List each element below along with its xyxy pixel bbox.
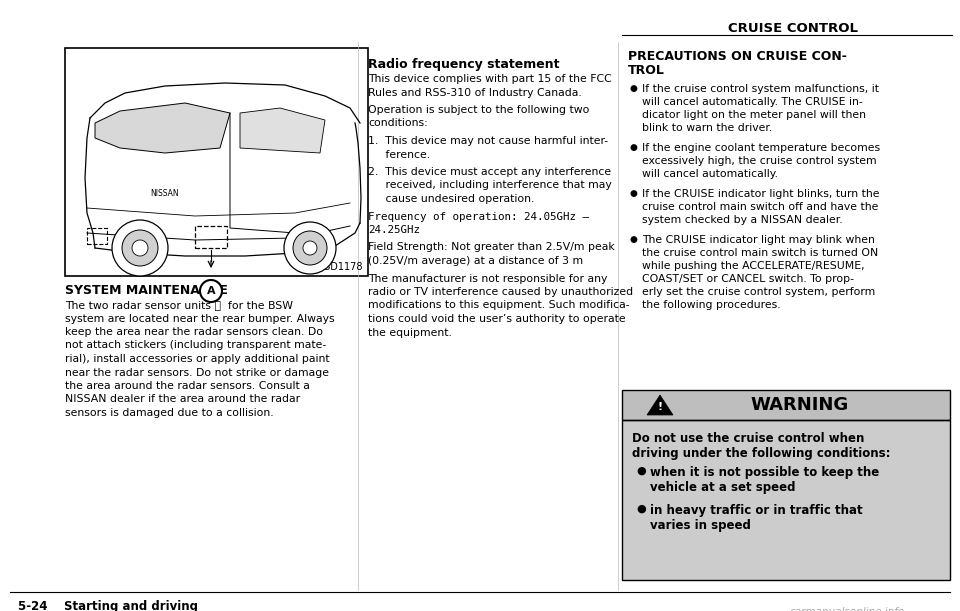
Text: the equipment.: the equipment. (368, 327, 452, 337)
Bar (87, 228, 107, 244)
Text: ●: ● (630, 84, 637, 93)
Text: NISSAN dealer if the area around the radar: NISSAN dealer if the area around the rad… (65, 395, 300, 404)
Text: (0.25V/m average) at a distance of 3 m: (0.25V/m average) at a distance of 3 m (368, 256, 583, 266)
Text: The manufacturer is not responsible for any: The manufacturer is not responsible for … (368, 274, 608, 284)
Text: !: ! (658, 402, 662, 412)
Text: The two radar sensor units Ⓐ  for the BSW: The two radar sensor units Ⓐ for the BSW (65, 300, 293, 310)
Text: while pushing the ACCELERATE/RESUME,: while pushing the ACCELERATE/RESUME, (642, 261, 865, 271)
Text: the cruise control main switch is turned ON: the cruise control main switch is turned… (642, 248, 878, 258)
Text: blink to warn the driver.: blink to warn the driver. (642, 123, 772, 133)
Text: conditions:: conditions: (368, 119, 428, 128)
Polygon shape (95, 103, 230, 153)
Text: NISSAN: NISSAN (151, 189, 180, 197)
Circle shape (293, 231, 327, 265)
Text: rial), install accessories or apply additional paint: rial), install accessories or apply addi… (65, 354, 329, 364)
Bar (195, 226, 227, 248)
Text: Rules and RSS-310 of Industry Canada.: Rules and RSS-310 of Industry Canada. (368, 87, 582, 98)
Text: near the radar sensors. Do not strike or damage: near the radar sensors. Do not strike or… (65, 367, 329, 378)
Text: 1.  This device may not cause harmful inter-: 1. This device may not cause harmful int… (368, 136, 608, 146)
Text: The CRUISE indicator light may blink when: The CRUISE indicator light may blink whe… (642, 235, 875, 245)
Text: WARNING: WARNING (751, 396, 850, 414)
Text: SYSTEM MAINTENANCE: SYSTEM MAINTENANCE (65, 284, 228, 297)
Text: 5-24    Starting and driving: 5-24 Starting and driving (18, 600, 198, 611)
Circle shape (112, 220, 168, 276)
Text: If the CRUISE indicator light blinks, turn the: If the CRUISE indicator light blinks, tu… (642, 189, 879, 199)
Text: driving under the following conditions:: driving under the following conditions: (632, 447, 891, 460)
Text: radio or TV interference caused by unauthorized: radio or TV interference caused by unaut… (368, 287, 634, 297)
Text: erly set the cruise control system, perform: erly set the cruise control system, perf… (642, 287, 876, 297)
Text: If the engine coolant temperature becomes: If the engine coolant temperature become… (642, 143, 880, 153)
Text: cruise control main switch off and have the: cruise control main switch off and have … (642, 202, 878, 212)
Text: will cancel automatically.: will cancel automatically. (642, 169, 778, 179)
Text: received, including interference that may: received, including interference that ma… (368, 180, 612, 191)
Text: not attach stickers (including transparent mate-: not attach stickers (including transpare… (65, 340, 326, 351)
Circle shape (303, 241, 317, 255)
Text: SSD1178: SSD1178 (319, 262, 363, 272)
Polygon shape (647, 395, 673, 415)
Text: vehicle at a set speed: vehicle at a set speed (650, 481, 796, 494)
Text: CRUISE CONTROL: CRUISE CONTROL (728, 22, 858, 35)
Text: This device complies with part 15 of the FCC: This device complies with part 15 of the… (368, 74, 612, 84)
Text: varies in speed: varies in speed (650, 519, 751, 532)
Text: PRECAUTIONS ON CRUISE CON-: PRECAUTIONS ON CRUISE CON- (628, 50, 847, 63)
Text: ference.: ference. (368, 150, 430, 159)
Text: Do not use the cruise control when: Do not use the cruise control when (632, 432, 864, 445)
Text: Field Strength: Not greater than 2.5V/m peak: Field Strength: Not greater than 2.5V/m … (368, 243, 614, 252)
Polygon shape (240, 108, 325, 153)
Text: tions could void the user’s authority to operate: tions could void the user’s authority to… (368, 314, 626, 324)
Text: in heavy traffic or in traffic that: in heavy traffic or in traffic that (650, 504, 863, 517)
Text: cause undesired operation.: cause undesired operation. (368, 194, 535, 204)
Text: ●: ● (630, 143, 637, 152)
Circle shape (122, 230, 158, 266)
Text: 24.25GHz: 24.25GHz (368, 225, 420, 235)
Circle shape (284, 222, 336, 274)
Text: ●: ● (630, 235, 637, 244)
Text: will cancel automatically. The CRUISE in-: will cancel automatically. The CRUISE in… (642, 97, 863, 107)
Text: If the cruise control system malfunctions, it: If the cruise control system malfunction… (642, 84, 879, 94)
Bar (65, 48, 368, 276)
Text: A: A (206, 286, 215, 296)
Bar (622, 420, 950, 580)
Text: ●: ● (636, 504, 646, 514)
Bar (622, 390, 950, 420)
Text: sensors is damaged due to a collision.: sensors is damaged due to a collision. (65, 408, 274, 418)
Text: excessively high, the cruise control system: excessively high, the cruise control sys… (642, 156, 876, 166)
Text: TROL: TROL (628, 64, 665, 77)
Text: system checked by a NISSAN dealer.: system checked by a NISSAN dealer. (642, 215, 843, 225)
Bar (622, 420, 950, 580)
Text: COAST/SET or CANCEL switch. To prop-: COAST/SET or CANCEL switch. To prop- (642, 274, 854, 284)
Text: Radio frequency statement: Radio frequency statement (368, 58, 560, 71)
Text: Frequency of operation: 24.05GHz —: Frequency of operation: 24.05GHz — (368, 211, 589, 222)
Text: ●: ● (630, 189, 637, 198)
Circle shape (200, 280, 222, 302)
Text: 2.  This device must accept any interference: 2. This device must accept any interfere… (368, 167, 612, 177)
Text: when it is not possible to keep the: when it is not possible to keep the (650, 466, 879, 479)
Text: the following procedures.: the following procedures. (642, 300, 780, 310)
Circle shape (132, 240, 148, 256)
Text: carmanualsonline.info: carmanualsonline.info (790, 607, 905, 611)
Text: system are located near the rear bumper. Always: system are located near the rear bumper.… (65, 313, 335, 323)
Text: dicator light on the meter panel will then: dicator light on the meter panel will th… (642, 110, 866, 120)
Text: the area around the radar sensors. Consult a: the area around the radar sensors. Consu… (65, 381, 310, 391)
Bar (622, 390, 950, 420)
Text: ●: ● (636, 466, 646, 476)
Text: keep the area near the radar sensors clean. Do: keep the area near the radar sensors cle… (65, 327, 323, 337)
Text: modifications to this equipment. Such modifica-: modifications to this equipment. Such mo… (368, 301, 630, 310)
Text: Operation is subject to the following two: Operation is subject to the following tw… (368, 105, 589, 115)
